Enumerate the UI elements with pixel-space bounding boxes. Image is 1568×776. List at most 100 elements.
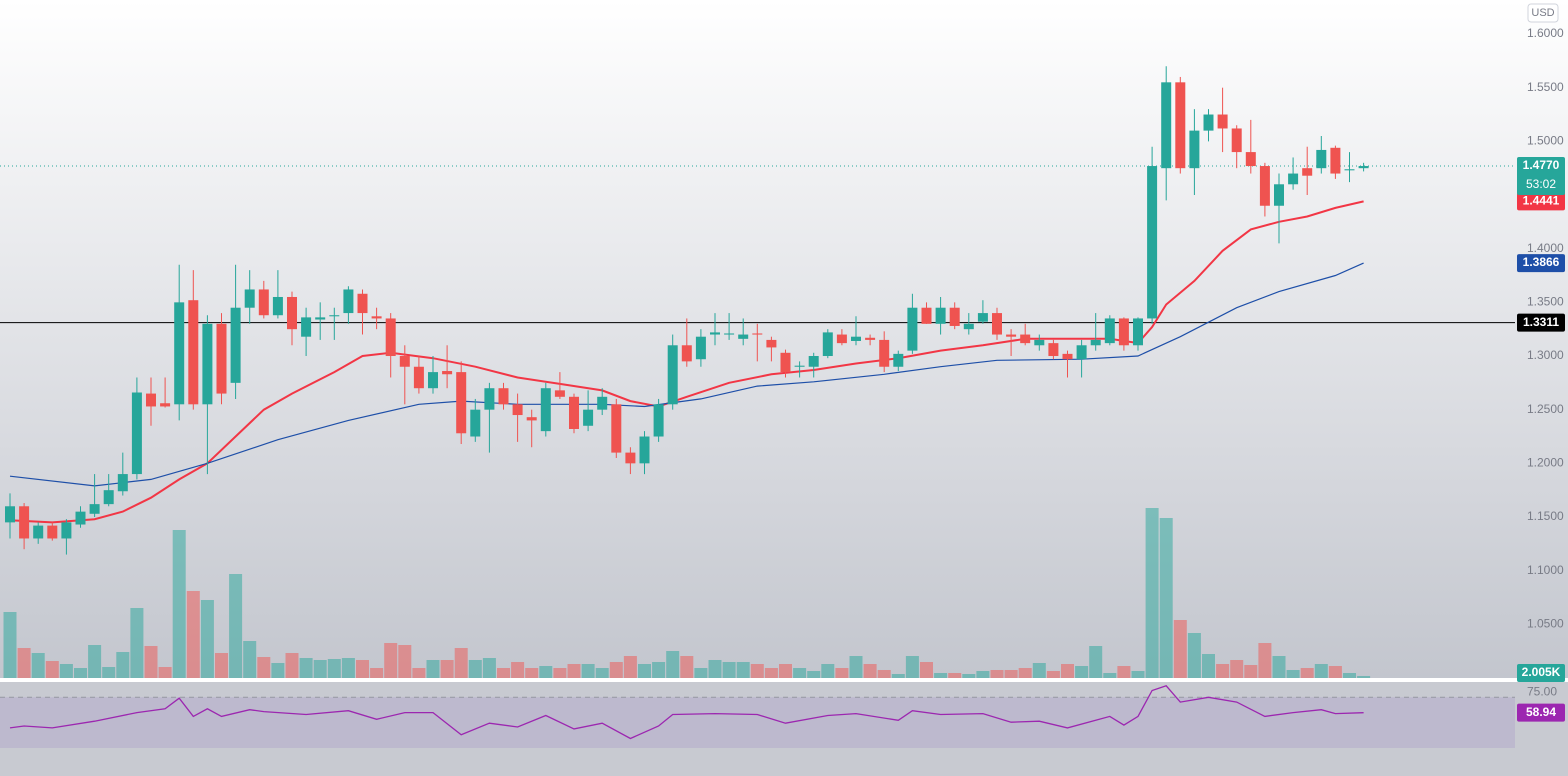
candle-body <box>202 323 213 405</box>
volume-bar <box>680 656 694 678</box>
currency-box[interactable] <box>1527 3 1559 23</box>
volume-bar <box>102 667 116 678</box>
volume-bar <box>172 530 186 678</box>
candle-body <box>794 365 805 367</box>
candle-body <box>865 337 876 340</box>
candle-body <box>272 296 283 316</box>
volume-bar <box>116 652 130 678</box>
volume-bar <box>1328 666 1342 678</box>
candle-body <box>1259 166 1270 206</box>
rsi-band <box>0 697 1515 748</box>
candle-body <box>724 333 735 335</box>
volume-bar <box>764 668 778 678</box>
moving-average-line <box>9 262 1364 487</box>
volume-bar <box>1032 663 1046 678</box>
volume-bar <box>793 668 807 678</box>
volume-bar <box>1230 660 1244 678</box>
volume-bar <box>215 653 228 678</box>
volume-bar <box>257 657 271 678</box>
candle-body <box>836 334 847 344</box>
volume-bar <box>327 659 341 678</box>
rsi-line <box>9 685 1364 740</box>
candle-body <box>230 307 241 383</box>
volume-bar <box>271 663 285 678</box>
candle-body <box>61 522 72 539</box>
candle-body <box>5 506 15 523</box>
candle-body <box>428 372 438 389</box>
volume-bar <box>708 660 722 678</box>
volume-label-box <box>1517 664 1565 682</box>
volume-bar <box>1173 620 1187 678</box>
volume-bar <box>835 668 849 678</box>
candle-body <box>1217 114 1228 129</box>
volume-bar <box>158 667 172 678</box>
candle-body <box>977 313 988 322</box>
volume-bar <box>1159 518 1173 678</box>
panel-separator <box>0 678 1568 682</box>
candle-body <box>1104 318 1115 344</box>
volume-bar <box>1216 664 1230 678</box>
moving-average-label: 1.3866 <box>1523 255 1560 269</box>
volume-bar <box>948 673 962 678</box>
candle-body <box>244 289 255 308</box>
last-price-label: 1.4770 <box>1523 158 1560 172</box>
volume-bar <box>694 668 708 678</box>
volume-bar <box>821 664 835 678</box>
candle-body <box>1302 168 1313 176</box>
candle-body <box>160 403 171 407</box>
volume-bar <box>891 674 905 678</box>
last-price-box <box>1517 157 1565 196</box>
candle-body <box>131 392 142 475</box>
y-tick-label: 1.6000 <box>1527 26 1564 40</box>
volume-bar <box>356 660 369 678</box>
volume-bar <box>1258 643 1272 678</box>
candle-body <box>540 388 551 432</box>
candle-body <box>681 345 692 362</box>
candle-body <box>1062 353 1073 360</box>
volume-bar <box>74 668 87 678</box>
candle-body <box>1147 166 1158 319</box>
candle-body <box>1076 345 1087 360</box>
candle-body <box>569 396 579 429</box>
candle-body <box>695 336 706 360</box>
volume-bar <box>1286 670 1300 678</box>
volume-bar <box>243 641 257 678</box>
rsi-value-label: 58.94 <box>1526 705 1556 719</box>
volume-bar <box>31 653 45 678</box>
volume-bar <box>567 664 581 678</box>
volume-bar <box>186 591 200 678</box>
volume-label: 2.005K <box>1522 665 1561 679</box>
volume-bar <box>652 662 666 678</box>
volume-bar <box>88 645 102 678</box>
volume-bar <box>1004 670 1018 678</box>
candle-body <box>1034 339 1045 346</box>
volume-bar <box>905 656 919 678</box>
y-tick-label: 1.0500 <box>1527 617 1564 631</box>
volume-bar <box>1089 646 1103 678</box>
volume-bar <box>750 664 764 678</box>
volume-bar <box>609 662 623 678</box>
y-tick-label: 1.3500 <box>1527 295 1564 309</box>
candle-body <box>554 390 565 397</box>
candle-body <box>1020 334 1031 344</box>
volume-bar <box>130 608 144 678</box>
volume-bar <box>990 670 1004 678</box>
volume-bar <box>1357 675 1371 678</box>
candle-body <box>780 352 791 373</box>
y-tick-label: 1.5000 <box>1527 134 1564 148</box>
candle-body <box>188 300 199 405</box>
volume-bar <box>807 671 821 678</box>
candle-body <box>1006 334 1017 337</box>
candle-body <box>667 345 678 405</box>
rsi-tick-label: 75.00 <box>1527 684 1557 698</box>
candle-body <box>625 452 636 464</box>
candle-body <box>963 323 974 330</box>
volume-bar <box>229 574 243 678</box>
y-tick-label: 1.2000 <box>1527 456 1564 470</box>
volume-bar <box>1145 508 1159 678</box>
volume-bar <box>1300 668 1314 678</box>
candle-body <box>822 332 833 357</box>
y-tick-label: 1.2500 <box>1527 402 1564 416</box>
volume-bar <box>920 662 933 678</box>
